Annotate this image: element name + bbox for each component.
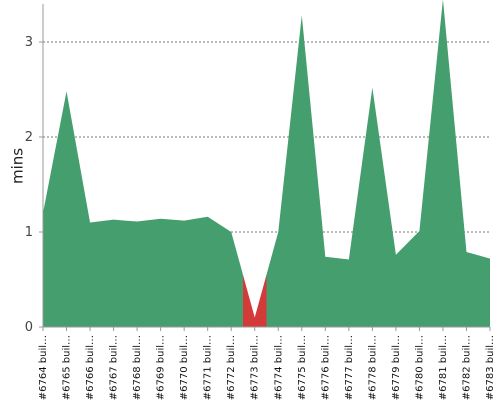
y-ticks-layer: 0 1 2 3: [25, 35, 43, 335]
x-tick-label: #6767 buil…: [109, 335, 120, 400]
y-tick-label: 0: [25, 320, 33, 335]
x-tick-label: #6770 buil…: [179, 335, 190, 400]
x-tick-label: #6773 buil…: [250, 335, 261, 400]
success-area: [43, 91, 243, 328]
x-tick-label: #6772 buil…: [226, 335, 237, 400]
y-tick-label: 1: [25, 225, 33, 240]
x-tick-label: #6774 buil…: [273, 335, 284, 400]
success-area: [266, 0, 490, 327]
x-tick-label: #6771 buil…: [203, 335, 214, 400]
y-axis-title: mins: [9, 148, 27, 184]
area-layer: [43, 0, 490, 328]
x-tick-label: #6765 buil…: [62, 335, 73, 400]
x-tick-label: #6780 buil…: [414, 335, 425, 400]
x-tick-label: #6766 buil…: [85, 335, 96, 400]
x-tick-label: #6782 buil…: [461, 335, 472, 400]
x-tick-label: #6775 buil…: [297, 335, 308, 400]
axis-layer: [42, 4, 490, 328]
x-tick-label: #6777 buil…: [344, 335, 355, 400]
failure-area: [242, 274, 267, 327]
x-tick-label: #6776 buil…: [320, 335, 331, 400]
y-tick-label: 3: [25, 35, 33, 50]
x-tick-label: #6778 buil…: [367, 335, 378, 400]
x-tick-label: #6779 buil…: [391, 335, 402, 400]
x-tick-label: #6769 buil…: [156, 335, 167, 400]
x-tick-label: #6764 buil…: [38, 335, 49, 400]
x-tick-label: #6781 buil…: [438, 335, 449, 400]
grid-layer: [43, 41, 490, 233]
x-tick-label: #6768 buil…: [132, 335, 143, 400]
x-tick-label: #6783 buil…: [485, 335, 496, 400]
y-tick-label: 2: [25, 130, 33, 145]
x-ticks-layer: #6764 buil… #6765 buil… #6766 buil… #6767 b…: [38, 327, 496, 400]
